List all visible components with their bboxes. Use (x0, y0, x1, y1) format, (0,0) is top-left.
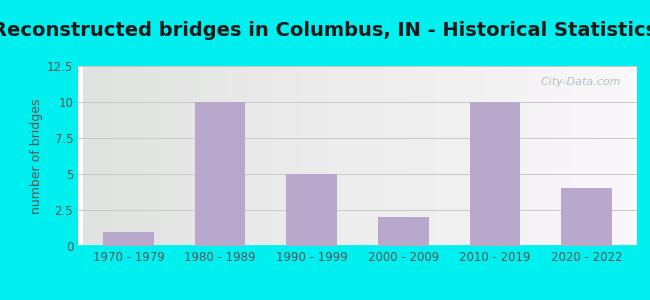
Y-axis label: number of bridges: number of bridges (30, 98, 43, 214)
Bar (562, 188, 612, 246)
Bar (195, 102, 245, 246)
Bar (103, 232, 153, 246)
Text: Reconstructed bridges in Columbus, IN - Historical Statistics: Reconstructed bridges in Columbus, IN - … (0, 21, 650, 40)
Text: City-Data.com: City-Data.com (534, 77, 620, 87)
Bar (378, 217, 428, 246)
Bar (287, 174, 337, 246)
Bar (470, 102, 520, 246)
